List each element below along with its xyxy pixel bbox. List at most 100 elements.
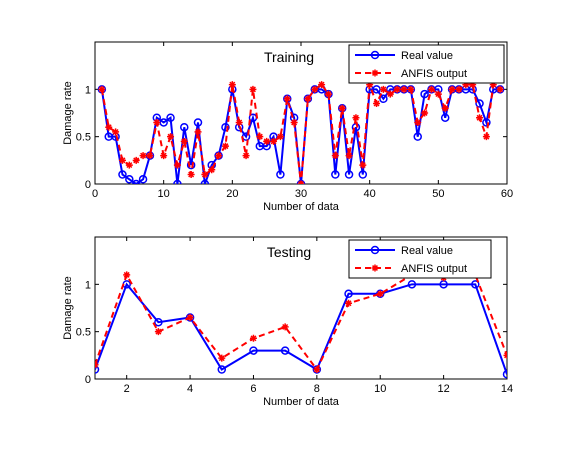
point-anfis-output: [235, 118, 243, 126]
y-tick-label: 0.5: [76, 132, 91, 144]
point-real-value: [95, 365, 100, 374]
y-axis-label: Damage rate: [62, 276, 74, 340]
training-panel: 0 10 20 30 40 50 60 0 0.5 1 Number of data Damage r…: [62, 41, 513, 213]
point-anfis-output: [469, 81, 477, 89]
point-real-value: [125, 175, 134, 184]
point-anfis-output: [366, 81, 374, 89]
x-axis-label: Number of data: [263, 201, 340, 213]
point-real-value: [344, 170, 354, 179]
point-real-value: [221, 122, 230, 132]
point-real-value: [173, 179, 182, 184]
x-tick-label: 10: [158, 188, 170, 200]
x-tick-label: 2: [124, 383, 130, 395]
legend-label: ANFIS output: [401, 68, 467, 80]
point-anfis-output: [242, 152, 250, 160]
point-anfis-output: [421, 109, 429, 117]
point-real-value: [331, 170, 340, 179]
point-anfis-output: [249, 85, 257, 93]
x-tick-label: 10: [374, 383, 386, 395]
legend-marker-anfis-output: [371, 69, 379, 77]
point-anfis-output: [407, 85, 415, 93]
point-anfis-output: [386, 90, 394, 98]
x-tick-label: 12: [437, 383, 449, 395]
x-tick-label: 14: [501, 383, 513, 395]
point-anfis-output: [324, 90, 332, 98]
point-real-value: [344, 289, 353, 299]
point-anfis-output: [187, 171, 195, 179]
point-real-value: [440, 113, 450, 122]
point-anfis-output: [249, 334, 257, 342]
point-real-value: [249, 346, 258, 355]
x-tick-label: 50: [432, 188, 444, 200]
y-tick-label: 1: [85, 84, 91, 96]
point-real-value: [420, 89, 429, 99]
point-anfis-output: [476, 114, 484, 122]
point-anfis-output: [400, 85, 408, 93]
point-anfis-output: [123, 271, 131, 279]
point-anfis-output: [434, 90, 442, 98]
point-anfis-output: [304, 95, 312, 103]
point-real-value: [118, 170, 127, 179]
x-axis-label: Number of data: [263, 396, 340, 408]
point-anfis-output: [270, 137, 278, 145]
point-real-value: [280, 346, 290, 355]
point-real-value: [217, 365, 227, 374]
y-tick-label: 0: [85, 374, 91, 386]
point-real-value: [471, 280, 480, 289]
point-anfis-output: [105, 123, 113, 131]
series-line-real-value: [95, 282, 507, 375]
point-anfis-output: [118, 156, 126, 164]
legend-label: Real value: [401, 245, 453, 257]
point-anfis-output: [376, 290, 384, 298]
point-anfis-output: [331, 152, 339, 160]
x-tick-label: 60: [501, 188, 513, 200]
point-anfis-output: [153, 118, 161, 126]
point-anfis-output: [146, 152, 154, 160]
point-real-value: [276, 170, 285, 179]
x-tick-label: 30: [295, 188, 307, 200]
legend-box: [348, 239, 492, 279]
point-anfis-output: [98, 85, 106, 93]
legend: Real value ANFIS output: [348, 239, 492, 279]
chart-title: Testing: [267, 244, 311, 260]
point-anfis-output: [318, 81, 326, 89]
legend: Real value ANFIS output: [348, 44, 505, 84]
point-anfis-output: [281, 323, 289, 331]
point-real-value: [358, 170, 368, 179]
point-anfis-output: [496, 85, 504, 93]
point-anfis-output: [345, 152, 353, 160]
point-real-value: [166, 113, 175, 122]
point-anfis-output: [373, 100, 381, 108]
point-real-value: [482, 118, 491, 127]
chart-title: Training: [264, 49, 314, 65]
point-real-value: [131, 179, 141, 184]
point-real-value: [200, 179, 210, 184]
point-anfis-output: [180, 137, 188, 145]
point-anfis-output: [125, 161, 133, 169]
legend-marker-real-value: [370, 245, 380, 255]
point-anfis-output: [132, 156, 140, 164]
point-anfis-output: [338, 104, 346, 112]
point-anfis-output: [276, 133, 284, 141]
point-anfis-output: [228, 81, 236, 89]
point-real-value: [180, 122, 189, 132]
point-anfis-output: [221, 142, 229, 150]
point-real-value: [502, 370, 507, 379]
x-tick-label: 6: [250, 383, 256, 395]
point-real-value: [186, 160, 196, 170]
legend-marker-real-value: [370, 50, 380, 60]
point-anfis-output: [218, 354, 226, 362]
point-anfis-output: [462, 81, 470, 89]
point-real-value: [138, 175, 148, 184]
point-anfis-output: [482, 133, 490, 141]
point-anfis-output: [489, 81, 497, 89]
point-anfis-output: [313, 366, 321, 374]
point-anfis-output: [297, 180, 305, 184]
point-anfis-output: [427, 85, 435, 93]
point-real-value: [193, 118, 203, 127]
x-tick-label: 0: [92, 188, 98, 200]
legend-label: ANFIS output: [401, 263, 467, 275]
y-tick-label: 1: [85, 279, 91, 291]
